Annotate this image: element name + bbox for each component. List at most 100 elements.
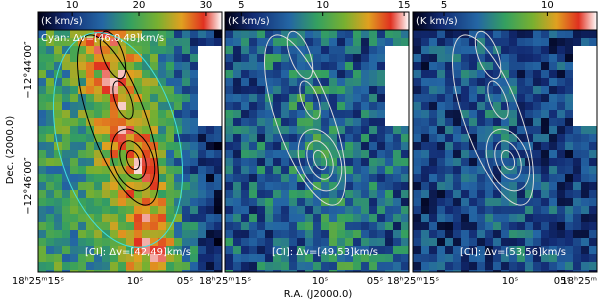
- map-pixel: [401, 62, 409, 70]
- map-pixel: [190, 198, 198, 206]
- map-pixel: [225, 230, 233, 238]
- map-pixel: [174, 86, 182, 94]
- map-pixel: [345, 262, 353, 270]
- map-pixel: [361, 262, 369, 270]
- map-pixel: [361, 174, 369, 182]
- map-pixel: [393, 134, 401, 142]
- map-pixel: [214, 270, 222, 272]
- map-pixel: [401, 110, 409, 118]
- map-pixel: [329, 206, 337, 214]
- map-pixel: [549, 38, 557, 46]
- map-pixel: [477, 102, 485, 110]
- map-pixel: [469, 118, 477, 126]
- map-pixel: [453, 46, 461, 54]
- map-pixel: [337, 206, 345, 214]
- map-pixel: [565, 94, 573, 102]
- map-pixel: [257, 118, 265, 126]
- map-pixel: [281, 198, 289, 206]
- map-pixel: [345, 158, 353, 166]
- map-pixel: [573, 206, 581, 214]
- map-pixel: [249, 246, 257, 254]
- map-pixel: [46, 198, 54, 206]
- map-pixel: [565, 198, 573, 206]
- map-pixel: [102, 78, 110, 86]
- map-pixel: [517, 62, 525, 70]
- map-pixel: [393, 150, 401, 158]
- map-pixel: [557, 70, 565, 78]
- map-pixel: [445, 142, 453, 150]
- map-pixel: [110, 62, 118, 70]
- map-pixel: [493, 198, 501, 206]
- map-pixel: [281, 94, 289, 102]
- map-pixel: [241, 134, 249, 142]
- map-pixel: [78, 190, 86, 198]
- map-pixel: [265, 214, 273, 222]
- map-pixel: [565, 134, 573, 142]
- map-pixel: [377, 94, 385, 102]
- map-pixel: [257, 198, 265, 206]
- map-pixel: [477, 238, 485, 246]
- map-pixel: [401, 38, 409, 46]
- map-pixel: [241, 126, 249, 134]
- map-pixel: [142, 262, 150, 270]
- map-pixel: [517, 206, 525, 214]
- map-pixel: [150, 142, 158, 150]
- map-pixel: [166, 46, 174, 54]
- map-pixel: [401, 46, 409, 54]
- contour: [474, 30, 502, 80]
- map-pixel: [118, 150, 126, 158]
- map-pixel: [369, 102, 377, 110]
- map-pixel: [361, 30, 369, 38]
- map-pixel: [214, 182, 222, 190]
- map-pixel: [477, 150, 485, 158]
- map-pixel: [289, 118, 297, 126]
- map-pixel: [249, 222, 257, 230]
- map-pixel: [541, 166, 549, 174]
- map-pixel: [589, 54, 597, 62]
- map-pixel: [393, 270, 401, 272]
- map-pixel: [573, 246, 581, 254]
- map-pixel: [118, 142, 126, 150]
- map-pixel: [541, 62, 549, 70]
- map-pixel: [549, 230, 557, 238]
- map-pixel: [249, 182, 257, 190]
- map-pixel: [313, 254, 321, 262]
- map-pixel: [110, 102, 118, 110]
- map-pixel: [94, 238, 102, 246]
- map-pixel: [477, 254, 485, 262]
- map-pixel: [445, 246, 453, 254]
- map-pixel: [589, 150, 597, 158]
- map-pixel: [321, 94, 329, 102]
- map-pixel: [102, 206, 110, 214]
- map-pixel: [393, 166, 401, 174]
- map-pixel: [533, 118, 541, 126]
- map-pixel: [289, 78, 297, 86]
- map-pixel: [190, 118, 198, 126]
- map-pixel: [206, 126, 214, 134]
- map-pixel: [273, 198, 281, 206]
- map-pixel: [233, 54, 241, 62]
- map-pixel: [190, 134, 198, 142]
- map-pixel: [361, 222, 369, 230]
- map-pixel: [377, 54, 385, 62]
- map-pixel: [198, 78, 206, 86]
- map-pixel: [541, 158, 549, 166]
- colorbar-tick-label: 30: [200, 0, 213, 11]
- map-pixel: [429, 54, 437, 62]
- map-pixel: [233, 230, 241, 238]
- map-pixel: [102, 270, 110, 272]
- map-pixel: [345, 30, 353, 38]
- map-pixel: [413, 230, 421, 238]
- map-pixel: [533, 78, 541, 86]
- map-pixel: [126, 158, 134, 166]
- map-pixel: [533, 126, 541, 134]
- map-pixel: [369, 182, 377, 190]
- map-pixel: [445, 206, 453, 214]
- map-pixel: [525, 102, 533, 110]
- map-pixel: [78, 166, 86, 174]
- map-pixel: [361, 126, 369, 134]
- map-pixel: [289, 102, 297, 110]
- map-pixel: [305, 166, 313, 174]
- map-pixel: [265, 270, 273, 272]
- map-pixel: [385, 230, 393, 238]
